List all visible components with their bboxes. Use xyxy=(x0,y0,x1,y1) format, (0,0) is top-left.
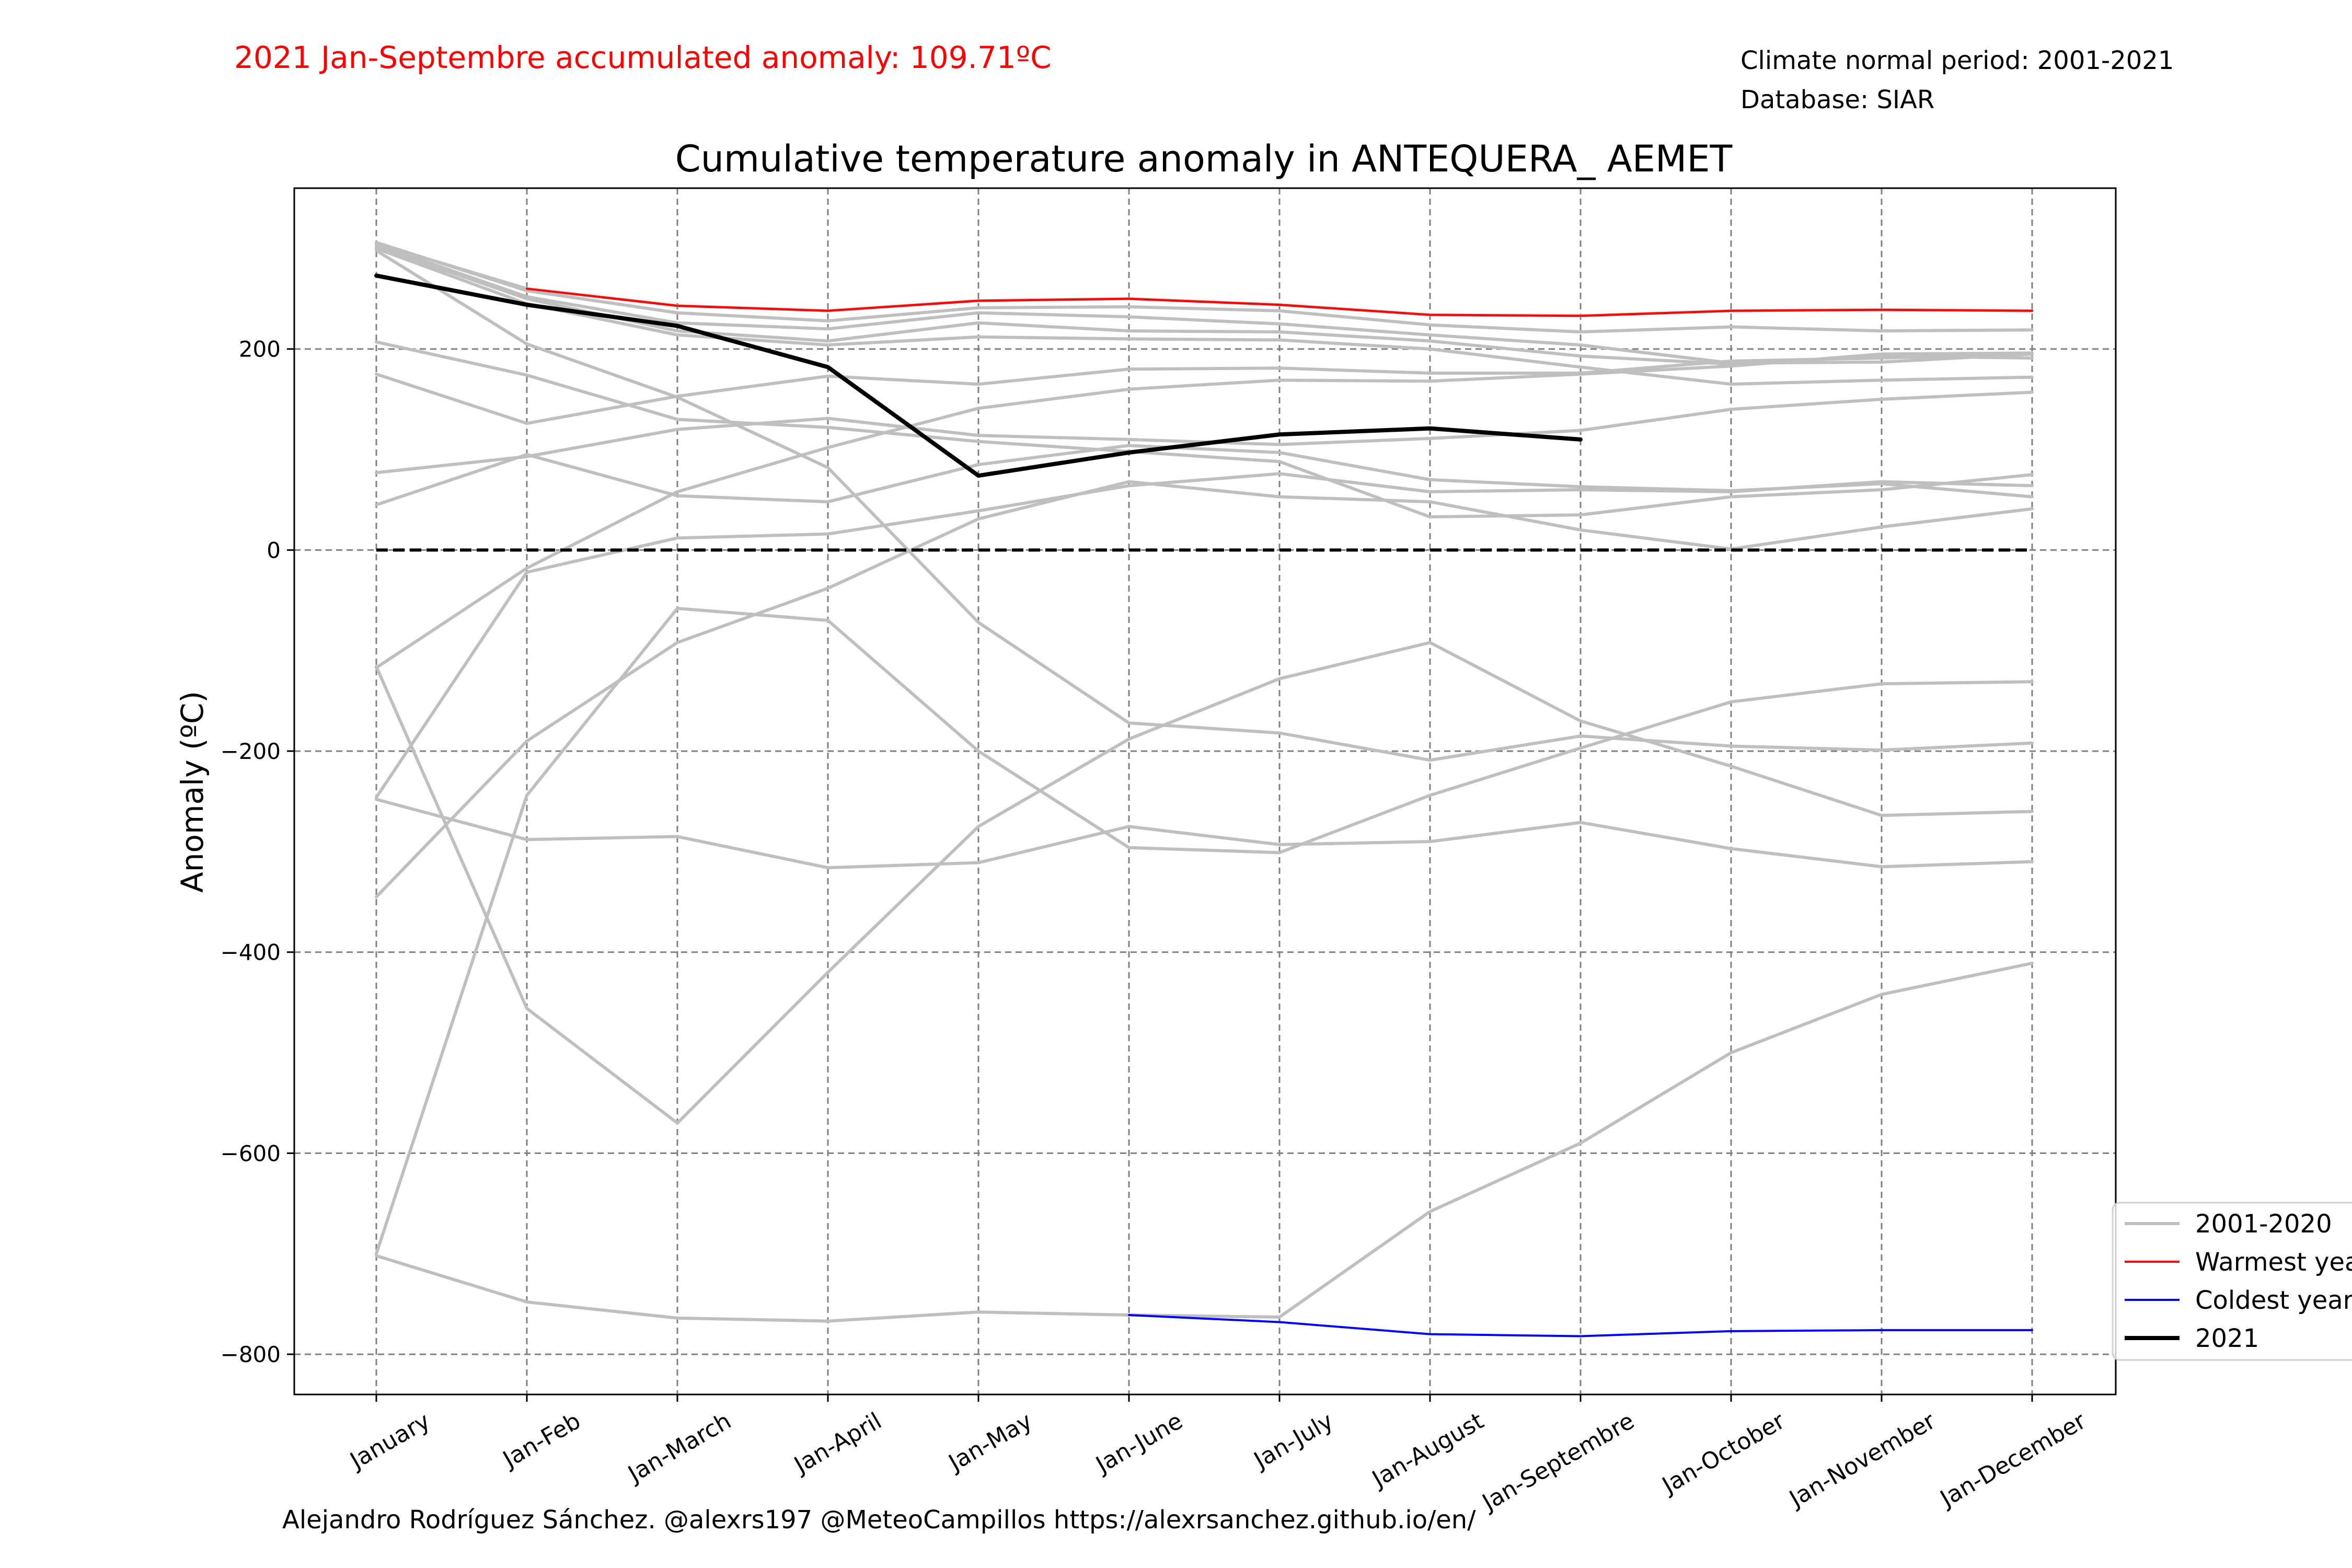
legend-label: Coldest year xyxy=(2195,1286,2352,1315)
x-tick-label: Jan-December xyxy=(1934,1408,2091,1513)
history-series-line xyxy=(375,351,2034,670)
y-tick-label: −800 xyxy=(221,1342,281,1367)
database-text: Database: SIAR xyxy=(1740,85,1934,114)
chart-title: Cumulative temperature anomaly in ANTEQU… xyxy=(675,137,1733,180)
history-series-line xyxy=(375,340,2034,518)
legend: 2001-2020 Warmest year Coldest year 2021 xyxy=(2112,1202,2352,1361)
x-tick-label: Jan-October xyxy=(1656,1408,1790,1500)
grid xyxy=(294,188,2116,1394)
accumulated-anomaly-text: 2021 Jan-Septembre accumulated anomaly: … xyxy=(234,40,1052,75)
history-series-line xyxy=(375,472,2034,799)
legend-frame xyxy=(2112,1202,2352,1361)
history-series-line xyxy=(375,247,2034,386)
series-group xyxy=(374,240,2034,1338)
legend-label: Warmest year xyxy=(2195,1248,2352,1277)
history-series-line xyxy=(375,352,2034,425)
history-series-line xyxy=(375,961,2034,1323)
history-series-line xyxy=(375,480,2034,898)
history-series-line xyxy=(375,641,2034,1125)
history-series-line xyxy=(375,249,2034,762)
y-tick-label: −400 xyxy=(221,940,281,965)
x-tick-label: Jan-July xyxy=(1248,1408,1338,1474)
y-tick-label: −600 xyxy=(221,1140,281,1166)
y-tick-label: 0 xyxy=(267,537,281,563)
x-tick-label: Jan-May xyxy=(943,1408,1036,1477)
history-series-line xyxy=(375,606,2034,1255)
history-series-line xyxy=(375,444,2034,506)
x-tick-label: Jan-April xyxy=(789,1408,886,1479)
history-series-line xyxy=(375,798,2034,870)
x-tick-label: Jan-March xyxy=(622,1408,736,1489)
climate-normal-period-text: Climate normal period: 2001-2021 xyxy=(1740,46,2174,75)
x-tick-label: January xyxy=(344,1408,435,1475)
legend-label: 2021 xyxy=(2195,1324,2259,1353)
plot-frame xyxy=(293,187,2117,1396)
legend-label: 2001-2020 xyxy=(2195,1209,2332,1239)
x-tick-label: Jan-August xyxy=(1366,1408,1488,1493)
x-tick-label: Jan-Feb xyxy=(497,1408,585,1473)
x-axis-ticks: January Jan-Feb Jan-March Jan-April Jan-May J… xyxy=(344,1394,2091,1517)
y-tick-label: −200 xyxy=(221,739,281,764)
current-year-line xyxy=(374,273,1583,478)
history-series-line xyxy=(375,240,2034,334)
warmest-year-line xyxy=(526,287,2033,317)
y-tick-label: 200 xyxy=(239,337,281,362)
y-axis-ticks: 200 0 −200 −400 −600 −800 xyxy=(221,337,294,1367)
coldest-year-line xyxy=(1128,1314,2033,1338)
x-tick-label: Jan-Septembre xyxy=(1477,1408,1639,1517)
x-tick-label: Jan-June xyxy=(1090,1408,1187,1479)
x-tick-label: Jan-November xyxy=(1784,1408,1941,1513)
y-axis-label: Anomaly (ºC) xyxy=(175,691,210,893)
credit-text: Alejandro Rodríguez Sánchez. @alexrs197 … xyxy=(282,1505,1476,1535)
